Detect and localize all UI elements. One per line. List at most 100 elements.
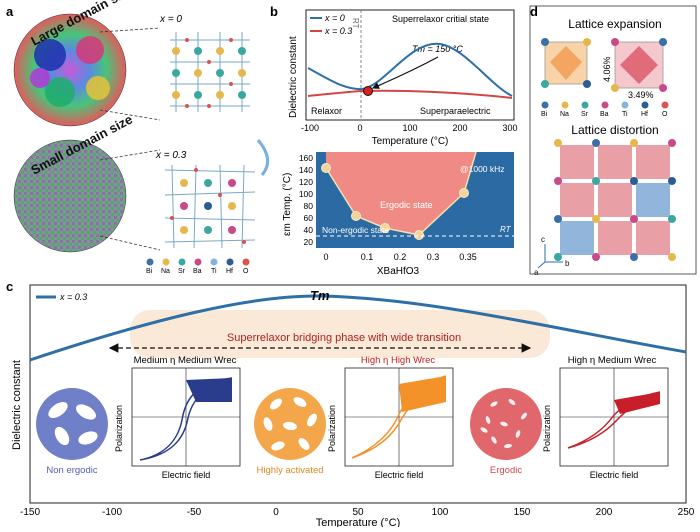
svg-text:Ba: Ba xyxy=(193,268,202,275)
svg-text:Hf: Hf xyxy=(226,268,233,275)
b-ergodic-label: Ergodic state xyxy=(380,200,433,210)
c-inset1-title: Medium η Medium Wrec xyxy=(134,355,237,366)
d-axes: c a b xyxy=(534,235,570,277)
a-to-b-arrow xyxy=(256,139,270,176)
svg-text:Na: Na xyxy=(560,111,569,118)
svg-text:60: 60 xyxy=(304,213,314,223)
panel-c: c x = 0.3 Tm Superrelaxor bridging phase… xyxy=(6,279,695,529)
b-freq-label: @1000 kHz xyxy=(460,164,505,174)
svg-text:0: 0 xyxy=(323,252,328,262)
svg-text:Na: Na xyxy=(161,268,170,275)
d-cube-left xyxy=(541,38,591,88)
panel-b-letter: b xyxy=(270,4,278,19)
c-tm-label: Tm xyxy=(310,288,330,303)
c-circle2-grains xyxy=(263,397,317,451)
b-boundary-points xyxy=(321,163,469,240)
c-inset2-ylabel: Polarization xyxy=(327,405,337,452)
svg-text:40: 40 xyxy=(304,225,314,235)
panel-a-letter: a xyxy=(6,4,14,19)
d-legend: Bi Na Sr Ba Ti Hf O xyxy=(541,101,669,118)
b-legend: x = 0 x = 0.3 xyxy=(310,13,352,36)
svg-text:x = 0.3: x = 0.3 xyxy=(324,26,352,36)
d-cube-right xyxy=(611,38,667,92)
small-domain-image xyxy=(13,139,127,253)
c-inset1-ylabel: Polarization xyxy=(114,405,124,452)
svg-text:x = 0: x = 0 xyxy=(324,13,345,23)
svg-text:-100: -100 xyxy=(102,507,122,518)
c-inset1-xlabel: Electric field xyxy=(162,470,211,480)
svg-text:-150: -150 xyxy=(20,507,40,518)
b-ylabel-top: Dielectric constant xyxy=(288,36,299,118)
svg-text:Bi: Bi xyxy=(146,268,153,275)
svg-text:140: 140 xyxy=(299,165,313,175)
svg-text:120: 120 xyxy=(299,177,313,187)
svg-text:50: 50 xyxy=(352,507,364,518)
d-pct-vertical: 4.06% xyxy=(602,56,612,82)
c-xticks: -150 -100 -50 0 50 100 150 200 250 xyxy=(20,507,695,518)
c-ylabel: Dielectric constant xyxy=(11,360,23,450)
b-ergodic-region xyxy=(326,152,476,235)
svg-text:80: 80 xyxy=(304,201,314,211)
bottom-x-label: x = 0.3 xyxy=(155,150,187,161)
svg-text:Sr: Sr xyxy=(178,268,186,275)
c-inset1-fill xyxy=(186,378,232,402)
d-distortion-lattice xyxy=(554,139,676,261)
lattice-top xyxy=(170,32,250,112)
svg-text:150: 150 xyxy=(514,507,531,518)
svg-text:Ba: Ba xyxy=(600,111,609,118)
c-inset2-loop xyxy=(351,375,447,459)
c-inset2-xlabel: Electric field xyxy=(375,470,424,480)
d-frame xyxy=(529,5,697,275)
svg-text:100: 100 xyxy=(299,189,313,199)
large-domain-image xyxy=(13,13,127,127)
svg-text:0: 0 xyxy=(357,123,362,133)
b-curve-x0 xyxy=(307,42,513,97)
svg-text:c: c xyxy=(541,235,545,244)
d-pct-horizontal: 3.49% xyxy=(628,90,654,100)
top-x-label: x = 0 xyxy=(159,14,182,25)
c-circle1-grains xyxy=(48,402,98,446)
svg-text:Hf: Hf xyxy=(641,111,648,118)
c-xlabel: Temperature (°C) xyxy=(316,517,400,527)
svg-text:0.1: 0.1 xyxy=(361,252,374,262)
svg-text:0.35: 0.35 xyxy=(459,252,477,262)
lattice-bottom xyxy=(164,164,256,249)
b-rt-label: RT xyxy=(351,18,360,29)
svg-text:Ti: Ti xyxy=(211,268,217,275)
b-top-frame xyxy=(305,9,515,121)
panel-d-letter: d xyxy=(530,4,538,19)
b-xticks-top: -100 0 100 200 300 xyxy=(301,123,518,133)
svg-text:-50: -50 xyxy=(187,507,202,518)
b-boundary-line xyxy=(325,151,477,236)
svg-text:0.3: 0.3 xyxy=(427,252,440,262)
svg-text:0.2: 0.2 xyxy=(394,252,407,262)
svg-text:160: 160 xyxy=(299,153,313,163)
d-title-distortion: Lattice distortion xyxy=(571,123,658,137)
svg-text:x = 0.3: x = 0.3 xyxy=(59,292,87,302)
svg-text:Sr: Sr xyxy=(581,111,589,118)
b-relaxor-label: Relaxor xyxy=(311,106,342,116)
c-circle3-label: Ergodic xyxy=(490,465,522,476)
c-dielectric-curve xyxy=(29,294,687,362)
c-circle3-grains xyxy=(480,399,527,449)
c-circle1-label: Non ergodic xyxy=(46,465,97,476)
b-xlabel-bottom: XBaHfO3 xyxy=(377,266,420,277)
svg-text:-100: -100 xyxy=(301,123,319,133)
svg-text:b: b xyxy=(565,259,570,268)
b-superpara-label: Superparaelectric xyxy=(420,106,491,116)
b-xticks-bottom: 0 0.1 0.2 0.3 0.35 xyxy=(323,252,476,262)
c-inset3-xlabel: Electric field xyxy=(590,470,639,480)
c-inset3-loop xyxy=(567,391,661,449)
c-circle2-label: Highly activated xyxy=(256,465,323,476)
b-xlabel-top: Temperature (°C) xyxy=(372,136,449,147)
svg-text:O: O xyxy=(243,268,249,275)
b-curve-x03 xyxy=(307,89,513,99)
c-inset3-title: High η Medium Wrec xyxy=(568,355,657,366)
c-circle-nonergodic xyxy=(36,388,108,460)
svg-text:200: 200 xyxy=(596,507,613,518)
c-inset1-loop xyxy=(139,377,233,461)
svg-text:O: O xyxy=(662,111,668,118)
panel-d: d Lattice expansion 4.06% 3.49% Bi Na Sr… xyxy=(529,4,697,277)
c-bridging-label: Superrelaxor bridging phase with wide tr… xyxy=(227,332,461,344)
